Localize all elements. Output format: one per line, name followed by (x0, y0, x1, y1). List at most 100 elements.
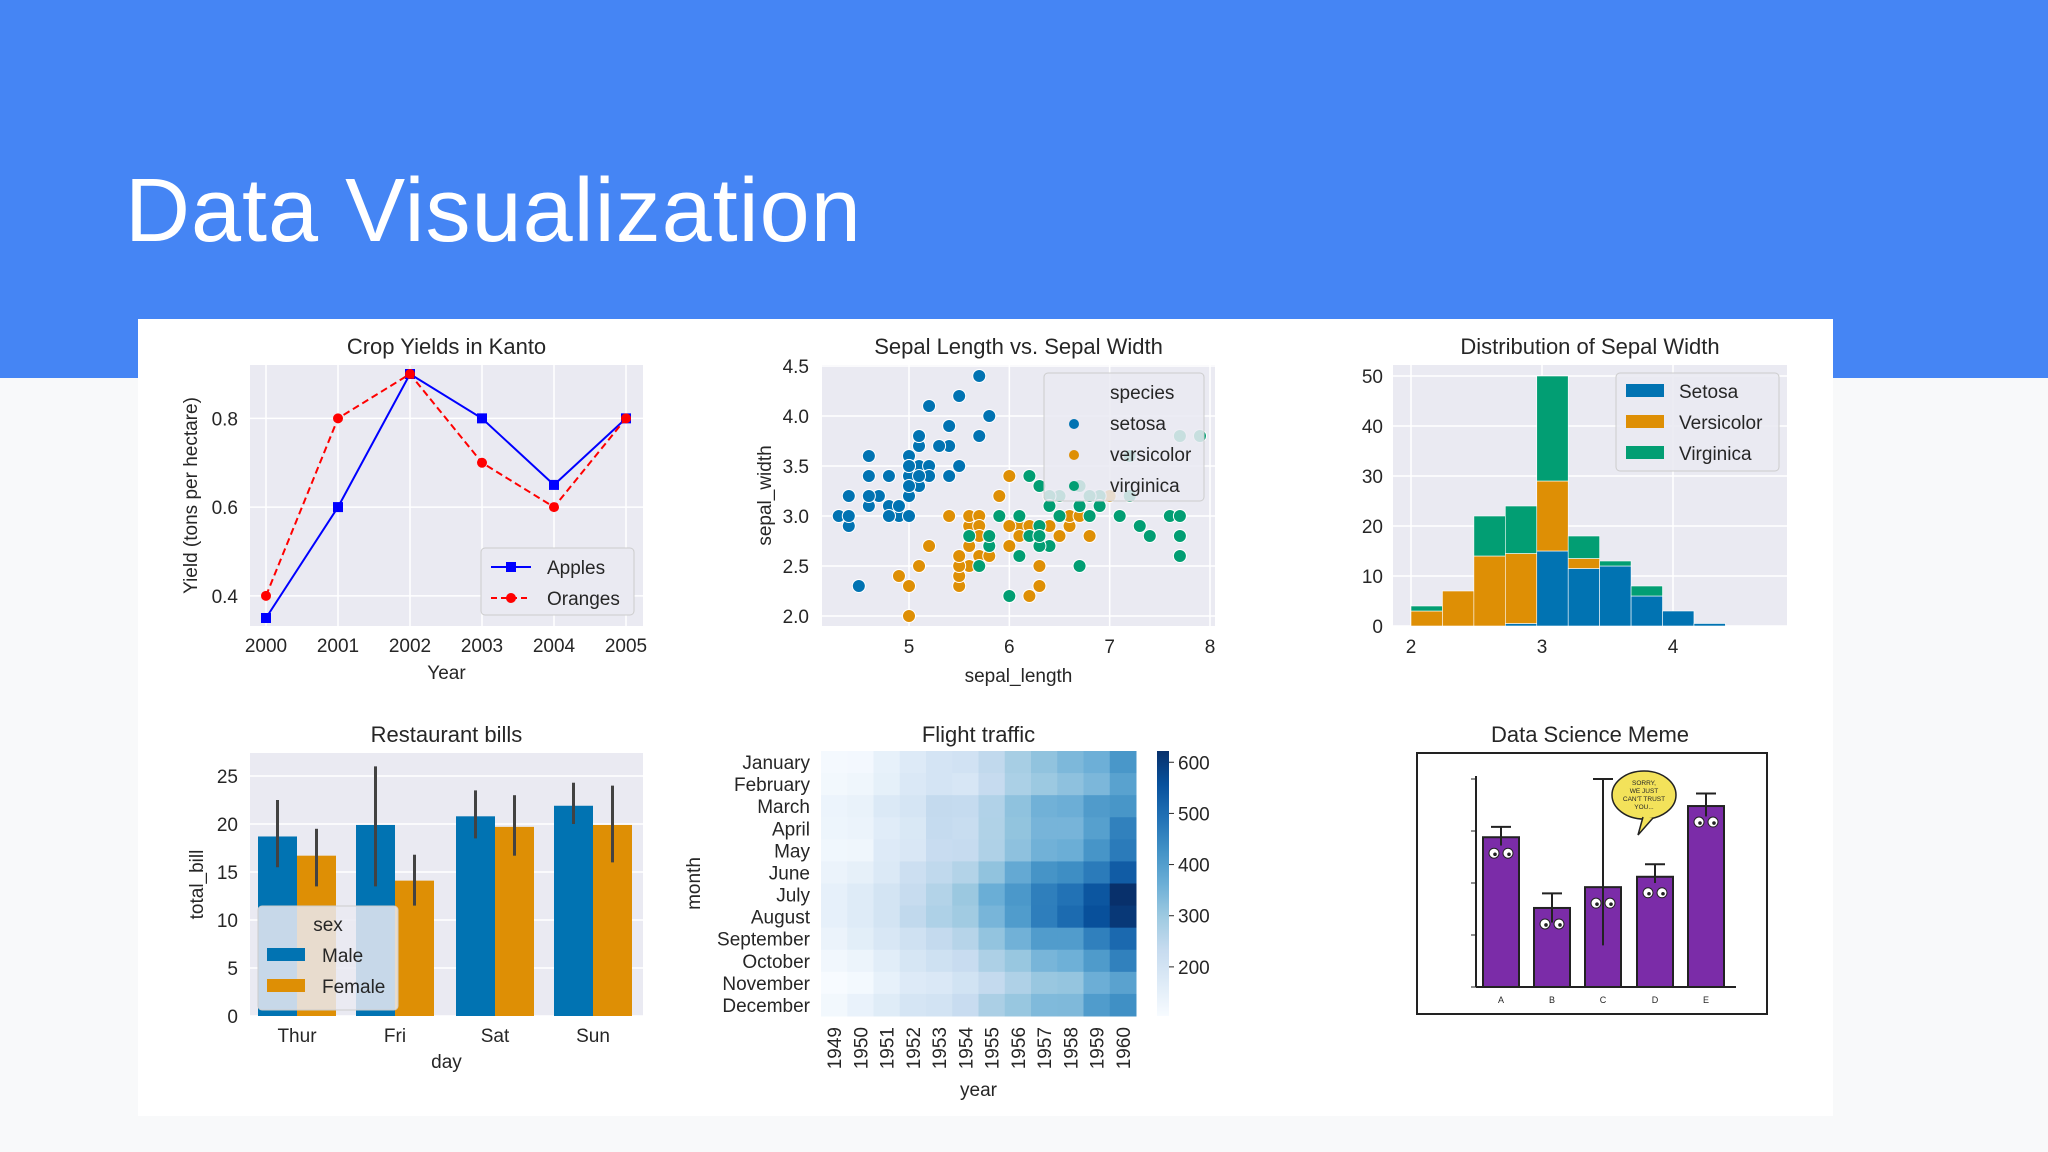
heatmap-cell (926, 927, 953, 951)
y-tick-label: 3.5 (783, 457, 809, 478)
scatter-point-virginica (962, 529, 977, 543)
heatmap-cell (1057, 817, 1084, 840)
scatter-point-setosa (902, 509, 916, 523)
y-tick-label: 0.4 (212, 587, 239, 608)
scatter-point-virginica (1172, 549, 1187, 563)
legend-label: Male (322, 946, 363, 967)
legend-marker (506, 562, 516, 572)
heatmap-cell (926, 949, 953, 973)
chart-title: Restaurant bills (371, 722, 523, 747)
y-axis-label: Yield (tons per hectare) (181, 397, 202, 594)
chart-title: Flight traffic (922, 722, 1035, 747)
legend-box (1043, 372, 1205, 502)
meme-pupil (1661, 891, 1665, 896)
meme-bar-label: E (1703, 995, 1709, 1005)
data-point (549, 502, 559, 513)
legend-marker (1069, 481, 1079, 491)
heatmap-cell (821, 993, 848, 1017)
y-tick-label: September (717, 930, 811, 951)
scatter-point-virginica (1012, 549, 1027, 563)
data-point (333, 502, 343, 513)
heatmap-cell (952, 883, 979, 907)
heatmap-cell (1004, 751, 1032, 774)
x-tick-label: 2003 (461, 636, 503, 657)
meme-pupil (1698, 821, 1702, 825)
heatmap-cell (821, 773, 848, 796)
legend-label: Setosa (1679, 382, 1739, 403)
heatmap-cell (873, 905, 901, 929)
heatmap-cell (1057, 993, 1084, 1017)
scatter-point-setosa (932, 439, 947, 453)
hist-bar-setosa (1536, 550, 1569, 627)
hist-bar-setosa (1630, 595, 1663, 627)
heatmap-cell (952, 817, 979, 840)
heatmap-cell (1031, 927, 1058, 951)
legend-label: virginica (1110, 476, 1180, 497)
x-tick-label: 2000 (245, 636, 287, 657)
hist-bar-versicolor (1536, 480, 1569, 552)
scatter-point-setosa (841, 489, 856, 503)
heatmap-cell (899, 905, 927, 929)
scatter-point-virginica (1022, 469, 1037, 483)
heatmap-cell (952, 861, 979, 884)
meme-speech-bubble (1611, 770, 1677, 820)
scatter-point-virginica (1172, 509, 1187, 523)
scatter-point-versicolor (1032, 559, 1047, 573)
x-tick-label: 1957 (1035, 1027, 1056, 1069)
heatmap-cell (1083, 751, 1111, 774)
scatter-point-setosa (902, 459, 916, 473)
scatter-point-versicolor (992, 489, 1007, 503)
colorbar-tick-label: 200 (1178, 958, 1210, 979)
series-line-apples (265, 372, 627, 619)
heatmap-cell (1004, 861, 1032, 884)
heatmap-cell (821, 949, 848, 973)
heatmap-cell (952, 795, 979, 818)
scatter-point-versicolor (1082, 529, 1097, 543)
y-tick-label: 2.5 (783, 557, 809, 578)
hist-bar-virginica (1599, 560, 1632, 567)
meme-pupil (1712, 821, 1716, 825)
scatter-point-versicolor (1022, 589, 1037, 603)
scatter-point-versicolor (1002, 469, 1017, 483)
legend-marker (1069, 450, 1079, 460)
y-tick-label: 30 (1362, 467, 1383, 488)
y-tick-label: January (742, 753, 810, 774)
heatmap-cell (1031, 861, 1058, 884)
heatmap-cell (1057, 905, 1084, 929)
heatmap-cell (1109, 861, 1137, 884)
hist-bar-versicolor (1442, 590, 1475, 627)
meme-bar-label: A (1498, 995, 1504, 1005)
scatter-point-setosa (881, 469, 896, 483)
scatter-point-virginica (1032, 529, 1047, 543)
heatmap-cell (1031, 883, 1058, 907)
x-tick-label: 1953 (930, 1027, 951, 1069)
x-tick-label: 7 (1104, 637, 1115, 658)
heatmap-cell (1004, 773, 1032, 796)
heatmap-cell (1083, 993, 1111, 1017)
heatmap-cell (899, 993, 927, 1017)
figure-panel: 2000 2001 2002 2003 2004 2005 0.4 0.6 0.8 Crop Yi… (138, 319, 1833, 1116)
x-tick-label: Sat (481, 1026, 510, 1047)
slide-header (0, 0, 2048, 378)
heatmap-cell (1057, 861, 1084, 884)
y-tick-label: 10 (217, 911, 238, 932)
meme-pupil (1595, 902, 1599, 906)
heatmap-cell (1031, 949, 1058, 973)
heatmap-cell (873, 927, 901, 951)
y-tick-label: 4.0 (783, 407, 809, 428)
heatmap-cell (847, 839, 874, 862)
legend-label: versicolor (1110, 445, 1192, 466)
meme-bubble-text: YOU... (1634, 804, 1654, 811)
heatmap-cell (952, 927, 979, 951)
legend-title: sex (313, 915, 343, 936)
heatmap-cell (899, 817, 927, 840)
heatmap-cell (821, 861, 848, 884)
y-tick-label: November (722, 974, 810, 995)
meme-speech-tail (1637, 816, 1654, 836)
meme-pupil (1507, 852, 1511, 857)
heatmap-cell (1109, 839, 1137, 862)
heatmap-cell (899, 795, 927, 818)
scatter-point-versicolor (942, 509, 957, 523)
heatmap-cell (1109, 993, 1137, 1017)
heatmap-cell (978, 905, 1006, 929)
